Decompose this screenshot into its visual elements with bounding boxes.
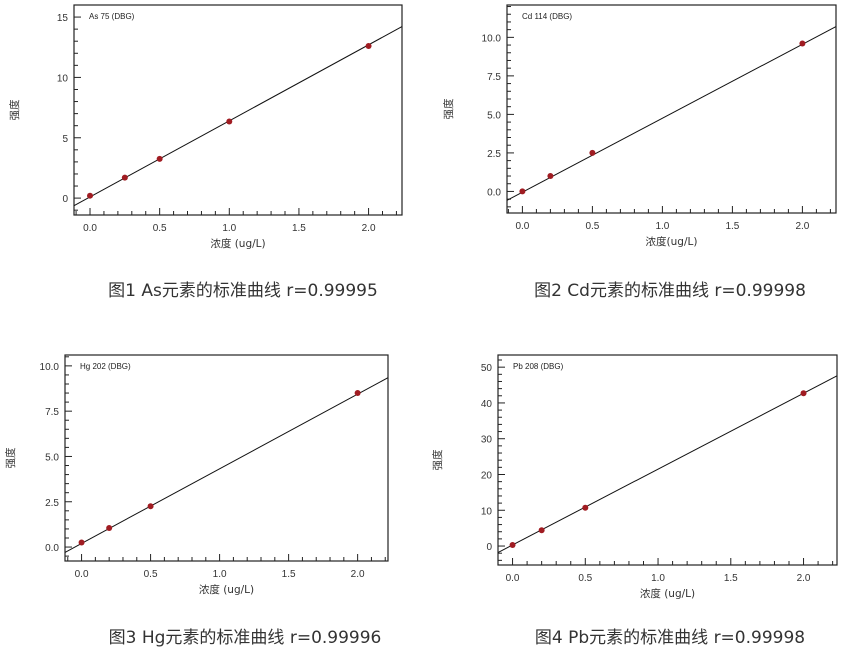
y-axis-label: 强度 — [4, 447, 17, 468]
data-point — [547, 173, 554, 180]
y-tick-label: 5.0 — [45, 452, 59, 463]
y-axis-label: 强度 — [8, 99, 21, 120]
x-tick-label: 0.0 — [75, 569, 89, 580]
series-label: Cd 114 (DBG) — [522, 12, 572, 21]
series-label: As 75 (DBG) — [89, 12, 135, 21]
x-tick-label: 2.0 — [351, 569, 365, 580]
plot-area — [73, 4, 403, 216]
figure-caption: 图1 As元素的标准曲线 r=0.99995 — [108, 281, 378, 301]
y-tick-label: 5.0 — [487, 110, 501, 121]
data-point — [354, 390, 361, 397]
y-tick-label: 0 — [486, 542, 492, 553]
plot-area — [506, 4, 837, 214]
y-tick-label: 10.0 — [482, 33, 502, 44]
data-point — [589, 149, 596, 156]
y-tick-label: 0.0 — [45, 543, 59, 554]
x-tick-label: 1.0 — [655, 221, 669, 232]
x-axis-label: 浓度 (ug/L) — [199, 583, 254, 596]
x-tick-label: 2.0 — [795, 221, 809, 232]
y-tick-label: 40 — [481, 399, 493, 410]
x-tick-label: 1.5 — [725, 221, 739, 232]
y-tick-label: 7.5 — [45, 407, 59, 418]
fit-line — [64, 377, 389, 553]
data-point — [800, 390, 807, 397]
x-tick-label: 1.5 — [282, 569, 296, 580]
y-tick-label: 0 — [62, 194, 68, 205]
y-tick-label: 7.5 — [487, 72, 501, 83]
x-tick-label: 1.5 — [292, 223, 306, 234]
x-axis-label: 浓度 (ug/L) — [210, 237, 265, 250]
data-point — [156, 155, 163, 162]
y-tick-label: 30 — [481, 435, 493, 446]
y-tick-label: 10 — [57, 73, 69, 84]
y-tick-label: 5 — [62, 134, 68, 145]
y-axis-label: 强度 — [442, 98, 455, 119]
y-tick-label: 50 — [481, 363, 493, 374]
y-tick-label: 2.5 — [487, 149, 501, 160]
plot-area — [497, 354, 838, 566]
data-point — [519, 188, 526, 195]
series-label: Hg 202 (DBG) — [80, 362, 131, 371]
x-tick-label: 0.0 — [515, 221, 529, 232]
x-tick-label: 0.0 — [83, 223, 97, 234]
x-tick-label: 0.0 — [506, 573, 520, 584]
data-point — [226, 118, 233, 125]
y-tick-label: 15 — [57, 13, 69, 24]
plot-area — [64, 354, 389, 562]
y-tick-label: 20 — [481, 470, 493, 481]
data-point — [147, 503, 154, 510]
data-point — [365, 43, 372, 50]
y-tick-label: 2.5 — [45, 498, 59, 509]
figure-caption: 图4 Pb元素的标准曲线 r=0.99998 — [534, 628, 806, 648]
fit-line — [73, 26, 403, 207]
chart-panel-1: 0.0 0.5 1.0 1.5 2.0 0 5 10 15 As 75 (DBG) 浓度 (ug/L… — [8, 4, 403, 250]
figure-caption: 图2 Cd元素的标准曲线 r=0.99998 — [534, 281, 806, 301]
x-tick-label: 0.5 — [585, 221, 599, 232]
y-tick-label: 10.0 — [40, 362, 60, 373]
y-tick-label: 0.0 — [487, 187, 501, 198]
figure-caption: 图3 Hg元素的标准曲线 r=0.99996 — [108, 628, 382, 648]
chart-panel-2: 0.0 0.5 1.0 1.5 2.0 0.0 2.5 5.0 7.5 10.0 Cd 114 (D… — [442, 4, 837, 248]
data-point — [121, 174, 128, 181]
x-axis-label: 浓度 (ug/L) — [640, 587, 695, 600]
x-tick-label: 1.5 — [724, 573, 738, 584]
data-point — [538, 527, 545, 534]
y-axis-label: 强度 — [431, 449, 444, 470]
data-point — [582, 504, 589, 511]
data-point — [78, 539, 85, 546]
x-tick-label: 0.5 — [144, 569, 158, 580]
x-tick-label: 2.0 — [797, 573, 811, 584]
fit-line — [497, 375, 838, 553]
x-tick-label: 0.5 — [153, 223, 167, 234]
fit-line — [506, 26, 837, 201]
chart-panel-4: 0.0 0.5 1.0 1.5 2.0 0 10 20 30 40 50 Pb 208 (DBG) 浓度… — [431, 354, 838, 600]
x-tick-label: 2.0 — [362, 223, 376, 234]
chart-panel-3: 0.0 0.5 1.0 1.5 2.0 0.0 2.5 5.0 7.5 10.0 Hg 202 (D… — [4, 354, 389, 596]
data-point — [106, 525, 113, 532]
series-label: Pb 208 (DBG) — [513, 362, 564, 371]
data-point — [87, 192, 94, 199]
x-tick-label: 1.0 — [222, 223, 236, 234]
x-tick-label: 0.5 — [578, 573, 592, 584]
x-tick-label: 1.0 — [651, 573, 665, 584]
data-point — [799, 40, 806, 47]
x-tick-label: 1.0 — [213, 569, 227, 580]
data-point — [509, 541, 516, 548]
x-axis-label: 浓度(ug/L) — [646, 235, 698, 248]
y-tick-label: 10 — [481, 506, 493, 517]
